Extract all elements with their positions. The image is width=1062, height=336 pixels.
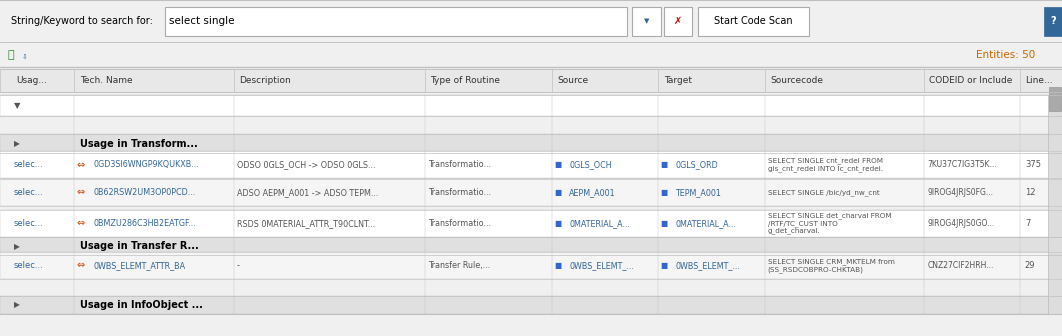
Text: selec...: selec... bbox=[14, 160, 44, 169]
Text: 0WBS_ELEMT_...: 0WBS_ELEMT_... bbox=[569, 261, 634, 270]
Text: ■: ■ bbox=[554, 219, 562, 228]
Text: ⇔: ⇔ bbox=[76, 260, 85, 270]
Text: 0GLS_ORD: 0GLS_ORD bbox=[675, 160, 718, 169]
Text: 0GD3SI6WNGP9KQUKXB...: 0GD3SI6WNGP9KQUKXB... bbox=[93, 160, 200, 169]
FancyBboxPatch shape bbox=[0, 210, 1062, 237]
Text: 9IROG4JRJS0FG...: 9IROG4JRJS0FG... bbox=[927, 188, 993, 197]
Text: SELECT SINGLE cnt_redel FROM: SELECT SINGLE cnt_redel FROM bbox=[768, 158, 883, 164]
Text: Start Code Scan: Start Code Scan bbox=[714, 16, 793, 26]
Text: 7: 7 bbox=[1025, 219, 1030, 228]
Text: SELECT SINGLE /bic/yd_nw_cnt: SELECT SINGLE /bic/yd_nw_cnt bbox=[768, 189, 879, 196]
Text: selec...: selec... bbox=[14, 188, 44, 197]
FancyBboxPatch shape bbox=[1049, 87, 1061, 111]
FancyBboxPatch shape bbox=[664, 7, 692, 36]
Text: ADSO AEPM_A001 -> ADSO TEPM...: ADSO AEPM_A001 -> ADSO TEPM... bbox=[237, 188, 378, 197]
Text: ▼: ▼ bbox=[644, 18, 649, 24]
Text: SELECT SINGLE det_charval FROM: SELECT SINGLE det_charval FROM bbox=[768, 213, 891, 219]
Text: select single: select single bbox=[169, 16, 235, 26]
FancyBboxPatch shape bbox=[632, 7, 661, 36]
Text: -: - bbox=[237, 261, 240, 270]
Text: Transformatio...: Transformatio... bbox=[428, 160, 491, 169]
FancyBboxPatch shape bbox=[0, 0, 1062, 42]
Text: Entities: 50: Entities: 50 bbox=[976, 50, 1035, 59]
Text: ■: ■ bbox=[661, 261, 668, 270]
Text: 0WBS_ELEMT_...: 0WBS_ELEMT_... bbox=[675, 261, 740, 270]
Text: 9IROG4JRJS0GO...: 9IROG4JRJS0GO... bbox=[927, 219, 994, 228]
Text: 0MATERIAL_A...: 0MATERIAL_A... bbox=[569, 219, 630, 228]
Text: ▶: ▶ bbox=[14, 242, 20, 251]
Text: Usage in Transfer R...: Usage in Transfer R... bbox=[80, 241, 199, 251]
Text: gls_cnt_redel INTO lc_cnt_redel.: gls_cnt_redel INTO lc_cnt_redel. bbox=[768, 165, 883, 172]
FancyBboxPatch shape bbox=[0, 42, 1062, 67]
Text: ■: ■ bbox=[554, 261, 562, 270]
Text: ⇔: ⇔ bbox=[76, 160, 85, 170]
Text: SELECT SINGLE CRM_MKTELM from: SELECT SINGLE CRM_MKTELM from bbox=[768, 258, 894, 265]
Text: Transfer Rule,...: Transfer Rule,... bbox=[428, 261, 490, 270]
Text: ✗: ✗ bbox=[674, 16, 682, 26]
Text: ■: ■ bbox=[554, 188, 562, 197]
Text: Transformatio...: Transformatio... bbox=[428, 188, 491, 197]
Text: Sourcecode: Sourcecode bbox=[770, 76, 823, 85]
Text: Usag...: Usag... bbox=[16, 76, 47, 85]
Text: CNZ27CIF2HRH...: CNZ27CIF2HRH... bbox=[927, 261, 993, 270]
Text: ■: ■ bbox=[661, 219, 668, 228]
FancyBboxPatch shape bbox=[1048, 95, 1062, 314]
Text: AEPM_A001: AEPM_A001 bbox=[569, 188, 616, 197]
Text: Usage in InfoObject ...: Usage in InfoObject ... bbox=[80, 300, 203, 310]
Text: 0GLS_OCH: 0GLS_OCH bbox=[569, 160, 612, 169]
Text: Line...: Line... bbox=[1025, 76, 1052, 85]
Text: (SS_RSDCOBPRO-CHKTAB): (SS_RSDCOBPRO-CHKTAB) bbox=[768, 266, 863, 272]
Text: Type of Routine: Type of Routine bbox=[430, 76, 500, 85]
Text: 29: 29 bbox=[1025, 261, 1035, 270]
Text: ■: ■ bbox=[661, 160, 668, 169]
Text: ▶: ▶ bbox=[14, 300, 20, 309]
FancyBboxPatch shape bbox=[0, 134, 1062, 153]
Text: ODSO 0GLS_OCH -> ODSO 0GLS...: ODSO 0GLS_OCH -> ODSO 0GLS... bbox=[237, 160, 375, 169]
Text: Transformatio...: Transformatio... bbox=[428, 219, 491, 228]
Text: 0BMZU286C3HB2EATGF...: 0BMZU286C3HB2EATGF... bbox=[93, 219, 196, 228]
Text: 375: 375 bbox=[1025, 160, 1041, 169]
Text: ■: ■ bbox=[661, 188, 668, 197]
Text: TEPM_A001: TEPM_A001 bbox=[675, 188, 721, 197]
FancyBboxPatch shape bbox=[0, 179, 1062, 206]
Text: ⇔: ⇔ bbox=[76, 187, 85, 197]
Text: RSDS 0MATERIAL_ATTR_T90CLNT...: RSDS 0MATERIAL_ATTR_T90CLNT... bbox=[237, 219, 375, 228]
FancyBboxPatch shape bbox=[0, 252, 1062, 279]
Text: Description: Description bbox=[239, 76, 291, 85]
Text: 12: 12 bbox=[1025, 188, 1035, 197]
Text: 0B62RSW2UM3OP0PCD...: 0B62RSW2UM3OP0PCD... bbox=[93, 188, 195, 197]
Text: selec...: selec... bbox=[14, 261, 44, 270]
Text: Target: Target bbox=[664, 76, 691, 85]
Text: Usage in Transform...: Usage in Transform... bbox=[80, 139, 198, 149]
FancyBboxPatch shape bbox=[698, 7, 809, 36]
Text: ▶: ▶ bbox=[14, 139, 20, 148]
Text: 7KU37C7IG3T5K...: 7KU37C7IG3T5K... bbox=[927, 160, 997, 169]
FancyBboxPatch shape bbox=[1044, 7, 1062, 36]
Text: 0WBS_ELEMT_ATTR_BA: 0WBS_ELEMT_ATTR_BA bbox=[93, 261, 186, 270]
Text: Source: Source bbox=[558, 76, 588, 85]
Text: /RTF/TC_CUST INTO: /RTF/TC_CUST INTO bbox=[768, 220, 838, 227]
Text: ▼: ▼ bbox=[14, 101, 20, 110]
Text: Tech. Name: Tech. Name bbox=[80, 76, 133, 85]
Text: CODEID or Include: CODEID or Include bbox=[929, 76, 1013, 85]
FancyBboxPatch shape bbox=[0, 151, 1062, 178]
Text: ⬛: ⬛ bbox=[7, 50, 14, 59]
Text: ⇩: ⇩ bbox=[22, 53, 29, 59]
Text: selec...: selec... bbox=[14, 219, 44, 228]
Text: g_det_charval.: g_det_charval. bbox=[768, 227, 821, 234]
FancyBboxPatch shape bbox=[165, 7, 627, 36]
Text: ■: ■ bbox=[554, 160, 562, 169]
Text: 0MATERIAL_A...: 0MATERIAL_A... bbox=[675, 219, 736, 228]
Text: ?: ? bbox=[1050, 16, 1056, 26]
FancyBboxPatch shape bbox=[0, 237, 1062, 255]
FancyBboxPatch shape bbox=[0, 69, 1062, 92]
FancyBboxPatch shape bbox=[0, 296, 1062, 314]
Text: String/Keyword to search for:: String/Keyword to search for: bbox=[11, 16, 153, 26]
FancyBboxPatch shape bbox=[0, 95, 1062, 116]
Text: ⇔: ⇔ bbox=[76, 218, 85, 228]
